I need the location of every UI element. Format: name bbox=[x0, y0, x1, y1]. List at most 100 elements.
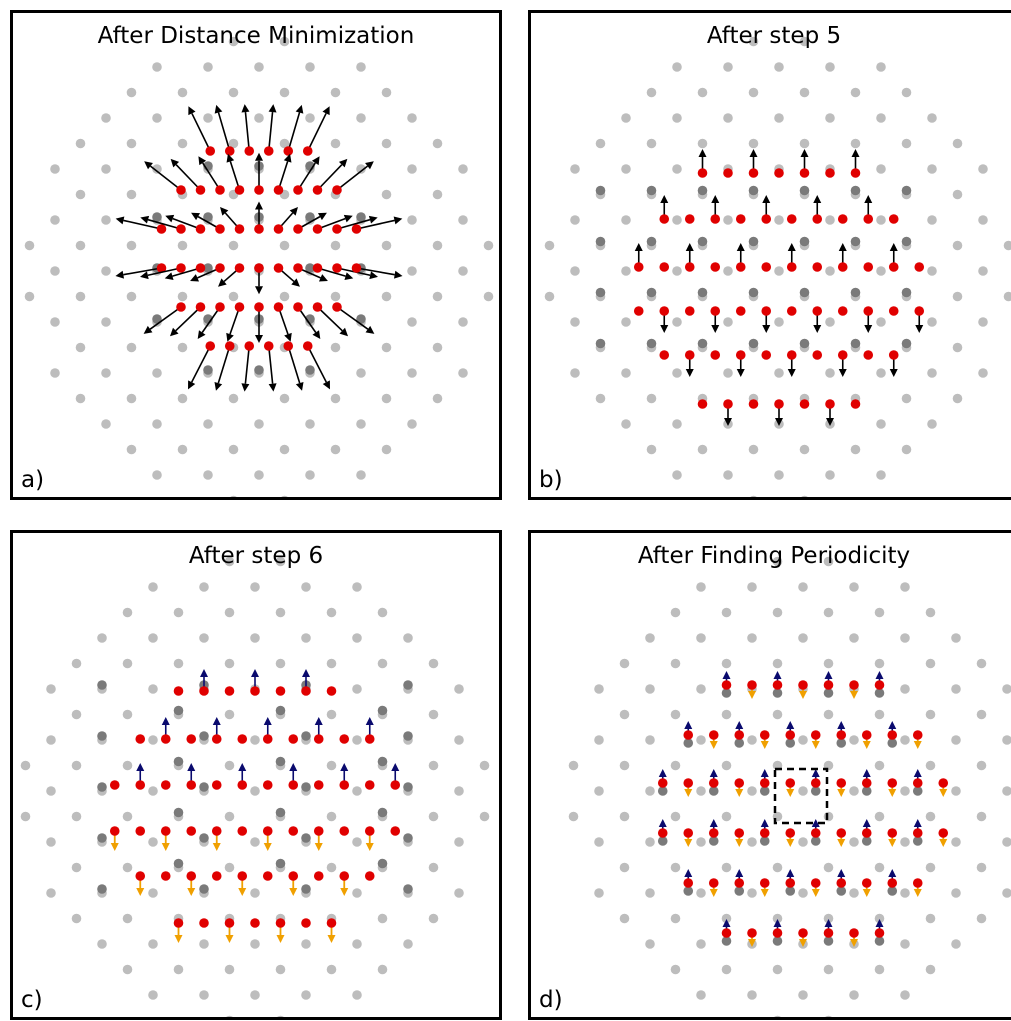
reference-atom bbox=[568, 760, 579, 771]
displaced-atom bbox=[849, 928, 859, 938]
displacement-arrow bbox=[356, 267, 403, 279]
displaced-atom bbox=[234, 224, 245, 234]
dark-reference-atom bbox=[823, 936, 834, 946]
reference-atom bbox=[330, 393, 341, 404]
reference-atom bbox=[697, 87, 708, 98]
reference-atom bbox=[696, 684, 706, 694]
reference-atom bbox=[24, 291, 35, 302]
reference-atom bbox=[799, 36, 810, 47]
dark-reference-atom bbox=[595, 287, 606, 298]
reference-atom bbox=[177, 291, 188, 302]
reference-atom bbox=[126, 342, 137, 353]
dark-reference-atom bbox=[810, 836, 821, 846]
reference-atom bbox=[126, 189, 137, 200]
displaced-atom bbox=[799, 399, 810, 409]
reference-atom bbox=[126, 240, 137, 251]
displaced-atom bbox=[836, 828, 847, 838]
reference-atom bbox=[250, 888, 260, 898]
reference-atom bbox=[228, 138, 239, 149]
displaced-atom bbox=[761, 262, 772, 272]
reference-atom bbox=[594, 684, 604, 694]
displaced-atom bbox=[262, 871, 273, 881]
dark-reference-atom bbox=[799, 185, 810, 196]
reference-atom bbox=[177, 87, 188, 98]
displaced-atom bbox=[759, 730, 770, 740]
reference-atom bbox=[224, 607, 235, 618]
displaced-atom bbox=[273, 302, 284, 312]
displaced-atom bbox=[332, 263, 342, 273]
displaced-atom bbox=[254, 224, 264, 234]
displaced-atom bbox=[810, 730, 821, 740]
reference-atom bbox=[101, 317, 111, 327]
displaced-atom bbox=[160, 826, 171, 836]
dark-reference-atom bbox=[356, 212, 366, 222]
displaced-atom bbox=[710, 214, 721, 224]
reference-atom bbox=[177, 342, 188, 353]
dark-reference-atom bbox=[203, 263, 213, 273]
displaced-atom bbox=[339, 826, 350, 836]
dark-reference-atom bbox=[646, 185, 657, 196]
displaced-atom bbox=[708, 828, 719, 838]
reference-atom bbox=[696, 939, 706, 949]
reference-atom bbox=[458, 317, 468, 327]
reference-atom bbox=[224, 964, 235, 975]
dark-reference-atom bbox=[759, 836, 770, 846]
reference-atom bbox=[645, 735, 655, 745]
displaced-atom bbox=[761, 350, 772, 360]
displacement-arrow bbox=[316, 306, 349, 337]
reference-atom bbox=[377, 607, 388, 618]
displaced-atom bbox=[659, 262, 670, 272]
displaced-atom bbox=[912, 828, 923, 838]
displaced-atom bbox=[215, 302, 225, 312]
dark-reference-atom bbox=[173, 756, 184, 767]
reference-atom bbox=[326, 862, 337, 873]
reference-atom bbox=[900, 684, 910, 694]
displaced-atom bbox=[215, 263, 225, 273]
reference-atom bbox=[122, 709, 133, 720]
displaced-atom bbox=[211, 734, 222, 744]
reference-atom bbox=[823, 913, 834, 924]
reference-atom bbox=[952, 393, 963, 404]
reference-atom bbox=[279, 36, 290, 47]
reference-atom bbox=[823, 607, 834, 618]
reference-atom bbox=[352, 939, 362, 949]
reference-atom bbox=[356, 113, 366, 123]
reference-atom bbox=[20, 811, 31, 822]
reference-atom bbox=[432, 240, 443, 251]
reference-atom bbox=[672, 62, 682, 72]
panel-d-label: d) bbox=[539, 987, 563, 1013]
reference-atom bbox=[1003, 240, 1011, 251]
displaced-atom bbox=[254, 302, 264, 312]
dark-reference-atom bbox=[887, 738, 898, 748]
displaced-atom bbox=[708, 778, 719, 788]
displaced-atom bbox=[339, 734, 350, 744]
displaced-atom bbox=[734, 828, 745, 838]
displaced-atom bbox=[195, 224, 206, 234]
displaced-atom bbox=[313, 871, 324, 881]
dark-reference-atom bbox=[275, 807, 286, 818]
reference-atom bbox=[544, 291, 555, 302]
displaced-atom bbox=[812, 262, 823, 272]
displaced-atom bbox=[697, 399, 708, 409]
reference-atom bbox=[71, 658, 82, 669]
displaced-atom bbox=[759, 778, 770, 788]
reference-atom bbox=[326, 709, 337, 720]
reference-atom bbox=[254, 419, 264, 429]
reference-atom bbox=[479, 760, 490, 771]
displaced-atom bbox=[786, 262, 797, 272]
displaced-atom bbox=[273, 224, 284, 234]
reference-atom bbox=[723, 317, 733, 327]
reference-atom bbox=[122, 862, 133, 873]
displaced-atom bbox=[262, 826, 273, 836]
reference-atom bbox=[619, 658, 630, 669]
reference-atom bbox=[798, 888, 808, 898]
displaced-atom bbox=[735, 262, 746, 272]
displaced-atom bbox=[837, 214, 848, 224]
dark-reference-atom bbox=[199, 833, 209, 843]
reference-atom bbox=[279, 87, 290, 98]
reference-atom bbox=[228, 36, 239, 47]
reference-atom bbox=[148, 582, 158, 592]
displaced-atom bbox=[211, 871, 222, 881]
dark-reference-atom bbox=[377, 756, 388, 767]
reference-atom bbox=[305, 62, 315, 72]
